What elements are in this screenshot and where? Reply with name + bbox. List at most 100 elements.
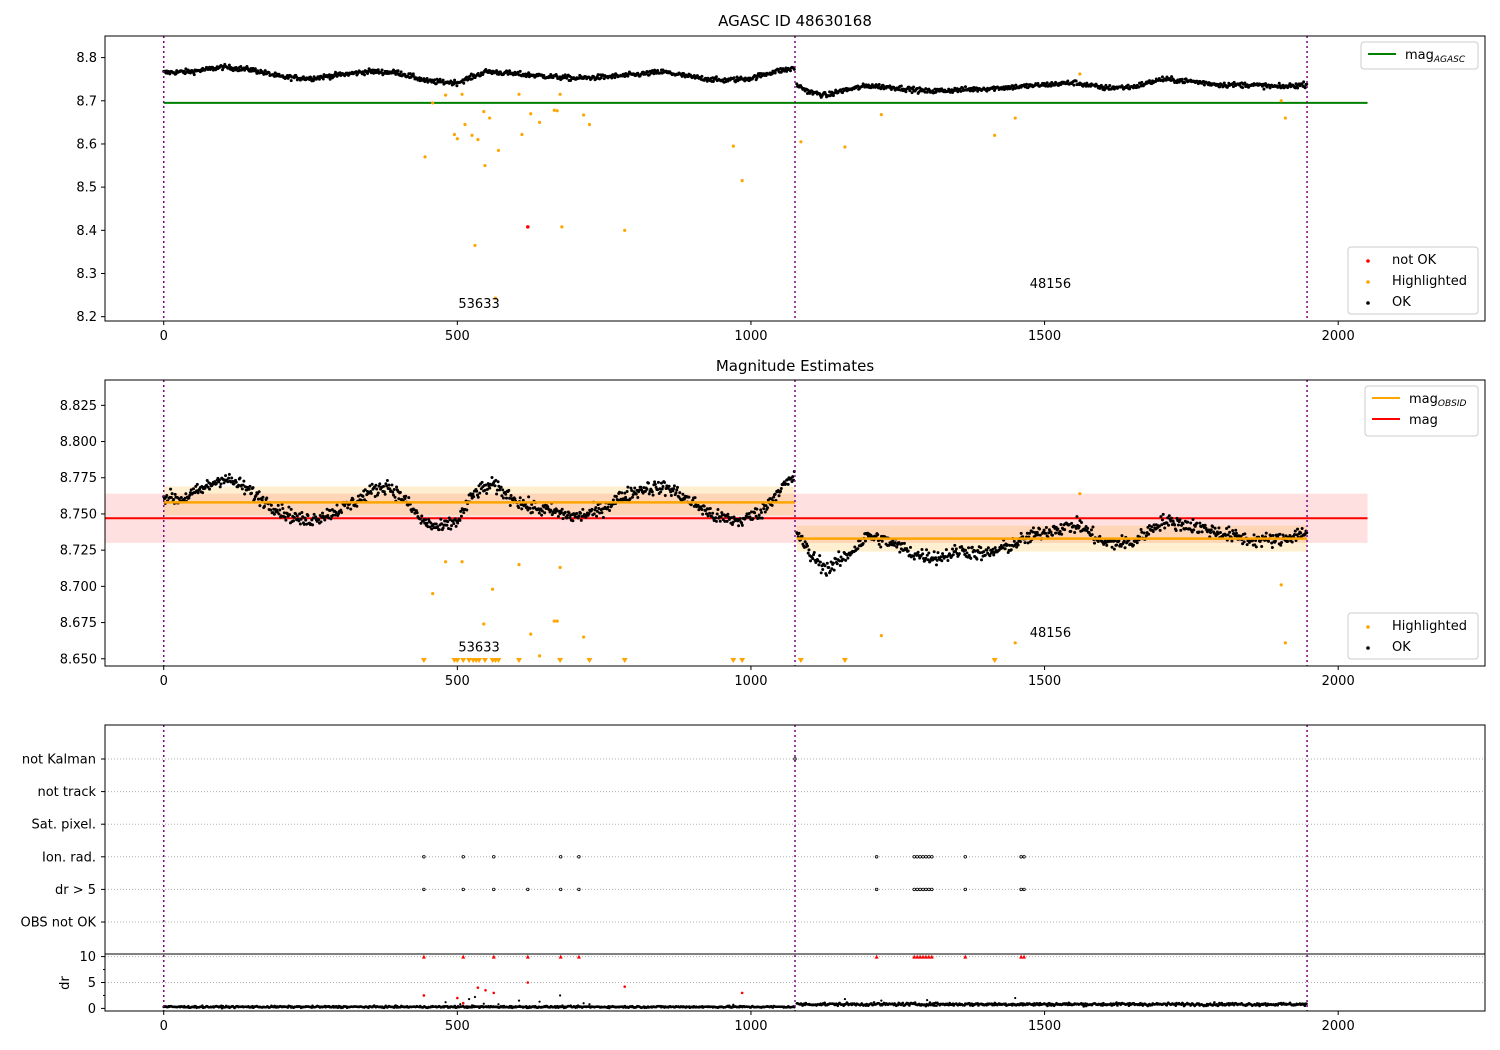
ok-point xyxy=(321,511,325,515)
highlighted-point xyxy=(879,633,883,638)
ok-point xyxy=(173,492,177,496)
ok-point xyxy=(243,492,247,496)
ok-point xyxy=(1170,75,1174,79)
ok-point xyxy=(455,84,459,88)
ok-point xyxy=(904,90,908,94)
below-range-marker xyxy=(739,658,746,663)
ok-point xyxy=(751,517,755,521)
ok-point xyxy=(559,510,563,514)
ok-point xyxy=(456,521,460,525)
ok-point xyxy=(1092,541,1096,545)
ok-point xyxy=(637,488,641,492)
ok-point xyxy=(651,493,655,497)
ok-point xyxy=(1203,523,1207,527)
ok-point xyxy=(951,553,955,557)
x-tick-label: 0 xyxy=(160,674,168,689)
ok-point xyxy=(600,511,604,515)
highlighted-point xyxy=(517,563,521,567)
below-range-marker xyxy=(516,658,522,663)
y-tick-label: 8.6 xyxy=(76,137,97,152)
ok-point xyxy=(284,518,288,522)
highlighted-point xyxy=(993,133,997,137)
chart-title: AGASC ID 48630168 xyxy=(718,12,872,30)
dr-point xyxy=(559,994,562,997)
highlighted-point xyxy=(1013,641,1017,645)
ok-point xyxy=(674,491,678,495)
ok-point xyxy=(844,558,848,562)
ok-point xyxy=(594,506,598,510)
ok-point xyxy=(628,497,632,501)
ok-point xyxy=(1028,540,1032,544)
dr-point xyxy=(470,1004,474,1007)
ok-point xyxy=(415,511,419,515)
legend-marker xyxy=(1366,301,1370,305)
flag-row-label: OBS not OK xyxy=(21,916,97,931)
flag-point xyxy=(577,887,581,892)
ok-point xyxy=(429,521,433,525)
ok-point xyxy=(791,475,795,479)
flag-point xyxy=(558,887,563,892)
ok-point xyxy=(784,482,788,486)
ok-point xyxy=(170,492,174,496)
ok-point xyxy=(1019,531,1023,535)
ok-point xyxy=(1119,544,1123,548)
ok-point xyxy=(714,519,718,523)
ok-point xyxy=(757,513,761,517)
dr-point xyxy=(843,997,847,1001)
ok-point xyxy=(260,498,264,502)
highlighted-point xyxy=(423,155,427,159)
ok-point xyxy=(988,554,992,558)
ok-point xyxy=(1075,515,1079,519)
ok-point xyxy=(501,488,505,492)
ok-point xyxy=(419,521,423,525)
ok-point xyxy=(280,502,284,506)
ok-point xyxy=(1066,79,1070,83)
flag-point xyxy=(577,855,581,859)
ok-point xyxy=(647,492,651,496)
ok-point xyxy=(277,512,281,516)
ok-point xyxy=(797,531,801,535)
ok-point xyxy=(169,495,173,499)
ok-point xyxy=(279,514,283,518)
ok-point xyxy=(300,511,304,515)
ok-point xyxy=(1173,523,1177,527)
flag-point xyxy=(963,855,967,859)
ok-point xyxy=(188,493,192,497)
ok-point xyxy=(725,519,729,523)
ok-point xyxy=(1303,86,1307,90)
ok-point xyxy=(383,492,387,496)
ok-point xyxy=(755,507,759,511)
ok-point xyxy=(880,539,884,543)
ok-point xyxy=(992,553,996,557)
ok-point xyxy=(435,77,439,81)
ok-point xyxy=(730,523,734,527)
flag-point xyxy=(912,855,916,859)
y-tick-label: 8.7 xyxy=(76,94,97,109)
ok-point xyxy=(909,545,913,549)
ok-point xyxy=(838,559,842,563)
ok-point xyxy=(1300,82,1304,86)
highlighted-point xyxy=(482,109,486,114)
ok-point xyxy=(1073,531,1077,535)
y-tick-label: 8.725 xyxy=(60,544,97,559)
ok-point xyxy=(412,508,416,512)
ok-point xyxy=(829,560,833,564)
flag-point xyxy=(558,855,563,859)
ok-point xyxy=(1305,82,1309,86)
highlighted-point xyxy=(740,179,744,183)
ok-point xyxy=(250,69,254,73)
ok-point xyxy=(1290,540,1294,544)
ok-point xyxy=(188,71,192,75)
ok-point xyxy=(393,495,397,499)
obsid-label: 48156 xyxy=(1030,626,1071,641)
dr-red-point xyxy=(422,994,426,997)
ok-point xyxy=(764,504,768,508)
flag-point xyxy=(918,887,922,892)
ok-point xyxy=(687,495,691,499)
ok-point xyxy=(504,496,508,500)
ok-point xyxy=(1159,515,1163,519)
dr-ok-point xyxy=(201,1004,204,1008)
dr-point xyxy=(473,995,477,999)
x-tick-label: 1000 xyxy=(734,329,767,344)
